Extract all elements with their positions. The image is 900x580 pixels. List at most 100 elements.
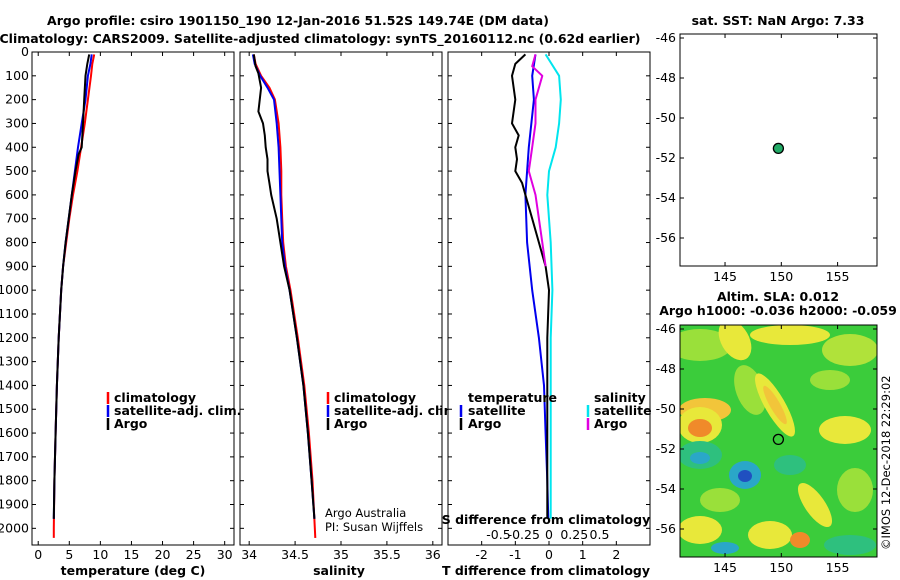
depth-tick-label: 1800 (0, 473, 29, 488)
legend-climatology-label: climatology (334, 390, 416, 405)
x-tick-label: 35 (333, 547, 349, 562)
map-x-tick-label: 145 (713, 269, 737, 284)
sla-blob (837, 468, 873, 512)
temperature-series (52, 54, 96, 538)
depth-tick-label: 1500 (0, 401, 29, 416)
map-y-tick-label: -50 (656, 401, 676, 416)
x-tick-label: 20 (155, 547, 171, 562)
depth-tick-label: 1700 (0, 449, 29, 464)
sst-map-marker-layer (772, 142, 785, 155)
secondary-x-tick-label: 0.25 (560, 527, 588, 542)
salinity-series (251, 54, 317, 538)
map-y-tick-label: -46 (656, 321, 676, 336)
salinity-axis-ticks: 34 34.5 35 35.5 36 (240, 51, 442, 562)
temperature-legend: climatology satellite-adj. clim. Argo (106, 390, 241, 431)
depth-tick-label: 1600 (0, 425, 29, 440)
secondary-x-tick-label: 0 (545, 527, 553, 542)
depth-tick-label: 200 (5, 92, 29, 107)
argo-location-marker (772, 142, 785, 155)
legend-s-satellite-label: satellite (594, 403, 652, 418)
series-line-argo (527, 54, 547, 267)
depth-tick-label: 900 (5, 258, 29, 273)
temperature-plot-frame (31, 51, 235, 546)
temperature-x-label: temperature (deg C) (61, 563, 206, 578)
sla-map-title-line2: Argo h1000: -0.036 h2000: -0.059 (659, 303, 897, 318)
x-tick-label: 34.5 (281, 547, 309, 562)
temperature-axis-ticks: 0 5 10 15 20 25 30 (32, 51, 234, 562)
depth-tick-label: 600 (5, 187, 29, 202)
x-tick-label: 1 (579, 547, 587, 562)
series-line-satellite (544, 53, 562, 519)
sla-blob (700, 488, 740, 512)
x-tick-label: 5 (65, 547, 73, 562)
difference-axis-ticks: -2 -1 0 1 2 (448, 51, 650, 562)
credit-argo-australia: Argo Australia (325, 506, 406, 520)
map-y-tick-label: -56 (656, 230, 676, 245)
secondary-x-tick-label: -0.25 (508, 527, 540, 542)
depth-tick-label: 700 (5, 211, 29, 226)
depth-tick-label: 1400 (0, 377, 29, 392)
x-tick-label: 36 (425, 547, 441, 562)
x-tick-label: 35.5 (373, 547, 401, 562)
map-y-tick-label: -52 (656, 150, 676, 165)
map-y-tick-label: -52 (656, 441, 676, 456)
sla-heatmap (680, 325, 877, 557)
sla-blob (680, 329, 732, 361)
x-tick-label: 0 (34, 547, 42, 562)
sla-map-panel: Altim. SLA: 0.012 Argo h1000: -0.036 h20… (656, 289, 897, 575)
sla-blob (824, 535, 876, 555)
map-y-tick-label: -54 (656, 481, 676, 496)
map-y-tick-label: -50 (656, 110, 676, 125)
legend-s-argo-label: Argo (594, 416, 628, 431)
secondary-x-tick-label: -0.5 (486, 527, 510, 542)
sst-map-panel: sat. SST: NaN Argo: 7.33 145 150 155 -46 -48… (656, 13, 878, 284)
sla-blob (680, 516, 722, 544)
imos-timestamp: ©IMOS 12-Dec-2018 22:29:02 (879, 375, 893, 550)
sla-blob (790, 532, 810, 548)
sla-blob (774, 455, 806, 475)
depth-tick-label: 1100 (0, 306, 29, 321)
difference-legend: temperature satellite Argo salinity sate… (459, 390, 652, 431)
legend-t-satellite-label: satellite (468, 403, 526, 418)
salinity-legend: climatology satellite-adj. clim. Argo (326, 390, 461, 431)
map-y-tick-label: -48 (656, 70, 676, 85)
difference-x-label: T difference from climatology (442, 563, 650, 578)
sla-blob (810, 370, 850, 390)
figure-title-line1: Argo profile: csiro 1901150_190 12-Jan-2… (47, 13, 549, 29)
sla-blob (822, 334, 877, 366)
map-x-tick-label: 155 (826, 560, 850, 575)
series-line-argo (511, 53, 550, 519)
legend-salinity-title: salinity (594, 390, 646, 405)
series-line-argo (252, 54, 316, 519)
difference-series (511, 53, 562, 519)
legend-t-argo-label: Argo (468, 416, 502, 431)
depth-tick-label: 300 (5, 115, 29, 130)
difference-secondary-x-label: S difference from climatology (442, 512, 651, 527)
difference-panel: -2 -1 0 1 2 T difference from climatology S … (442, 51, 652, 578)
x-tick-label: -2 (475, 547, 487, 562)
legend-temperature-title: temperature (468, 390, 557, 405)
map-y-tick-label: -56 (656, 521, 676, 536)
depth-tick-labels: 0 100 200 300 400 500 600 700 800 900 1000 1100 1200… (0, 44, 29, 535)
series-line-satellite (524, 54, 550, 519)
salinity-plot-frame (239, 51, 443, 546)
sla-blob (711, 542, 739, 554)
argo-location-marker (772, 433, 785, 446)
sla-blob (750, 325, 830, 345)
sla-blob (763, 385, 787, 425)
x-tick-label: 15 (123, 547, 139, 562)
sla-blob (819, 416, 871, 444)
series-line-argo (52, 54, 91, 519)
legend-argo-label: Argo (334, 416, 368, 431)
sla-blob (748, 521, 792, 549)
x-tick-label: 2 (612, 547, 620, 562)
sst-map-axis-ticks: 145 150 155 -46 -48 -50 -52 -54 -56 (656, 30, 877, 284)
x-tick-label: 0 (545, 547, 553, 562)
sla-blob (797, 482, 833, 528)
x-tick-label: 34 (241, 547, 257, 562)
sla-map-marker-layer (772, 433, 785, 446)
map-y-tick-label: -46 (656, 30, 676, 45)
map-y-tick-label: -48 (656, 361, 676, 376)
depth-tick-label: 400 (5, 139, 29, 154)
